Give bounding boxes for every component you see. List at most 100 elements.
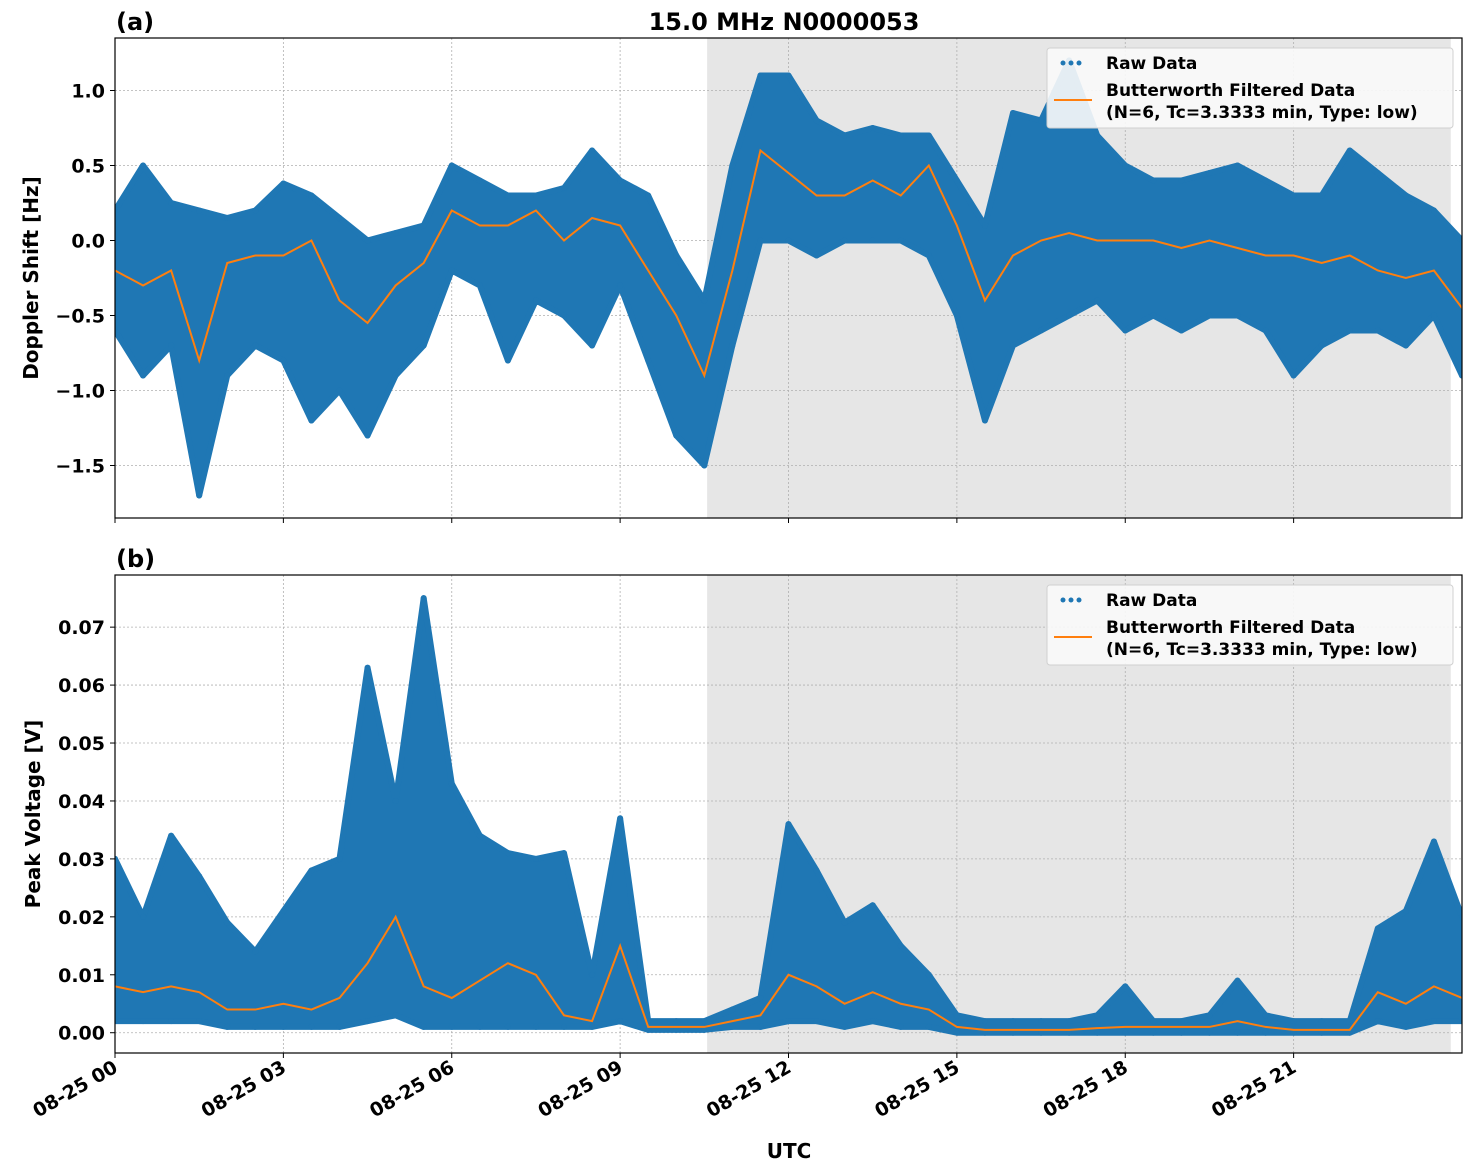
- raw-data-point: [504, 357, 511, 364]
- raw-data-point: [1150, 312, 1157, 319]
- raw-data-point: [168, 342, 175, 349]
- raw-data-point: [1178, 1018, 1185, 1025]
- raw-data-point: [785, 821, 792, 828]
- raw-data-point: [813, 252, 820, 259]
- raw-data-point: [869, 902, 876, 909]
- raw-data-point: [1262, 1029, 1269, 1036]
- legend-filtered-label: Butterworth Filtered Data: [1106, 81, 1355, 101]
- raw-data-point: [504, 850, 511, 857]
- x-tick-label: 08-25 21: [1208, 1056, 1300, 1122]
- panel-b: 0.00 0.01 0.02 0.03 0.04 0.05 0.06 0.07 08-25 00…: [29, 574, 1463, 1122]
- panel-label-a: (a): [116, 8, 154, 36]
- raw-data-point: [897, 942, 904, 949]
- legend-raw-marker: [1076, 60, 1082, 66]
- raw-data-point: [645, 192, 652, 199]
- raw-data-point: [1066, 312, 1073, 319]
- raw-data-band: [115, 595, 1462, 1036]
- raw-data-point: [1430, 1018, 1437, 1025]
- raw-data-point: [897, 132, 904, 139]
- raw-data-point: [476, 832, 483, 839]
- raw-data-point: [1290, 1018, 1297, 1025]
- raw-data-point: [1374, 925, 1381, 932]
- raw-data-point: [673, 252, 680, 259]
- raw-data-point: [1010, 1029, 1016, 1036]
- raw-data-point: [1038, 327, 1045, 334]
- raw-data-point: [869, 125, 876, 131]
- raw-data-point: [224, 1023, 231, 1030]
- legend-filtered-params: (N=6, Tc=3.3333 min, Type: low): [1106, 103, 1418, 123]
- raw-data-point: [115, 207, 118, 214]
- raw-data-point: [589, 342, 596, 349]
- raw-data-point: [701, 462, 708, 469]
- raw-data-point: [1206, 312, 1213, 319]
- x-axis-label: UTC: [767, 1139, 812, 1163]
- raw-data-point: [532, 855, 539, 862]
- raw-data-point: [224, 919, 231, 926]
- y-tick-label: 0.0: [71, 231, 105, 253]
- raw-data-band: [115, 57, 1462, 499]
- raw-data-point: [280, 1023, 287, 1030]
- raw-data-point: [364, 664, 371, 671]
- raw-data-point: [196, 873, 203, 880]
- raw-data-point: [1346, 1018, 1353, 1025]
- raw-data-point: [1206, 1029, 1213, 1036]
- raw-data-point: [1402, 908, 1409, 915]
- raw-data-point: [617, 177, 624, 184]
- filtered-data-line: [115, 914, 1462, 1031]
- filtered-data-line: [115, 148, 1462, 379]
- raw-data-point: [448, 267, 455, 274]
- legend-filtered-params: (N=6, Tc=3.3333 min, Type: low): [1106, 640, 1418, 660]
- raw-data-point: [1234, 977, 1241, 984]
- raw-data-point: [420, 342, 427, 349]
- raw-data-point: [224, 215, 231, 221]
- raw-data-point: [617, 1018, 624, 1025]
- panel-label-b: (b): [116, 545, 155, 573]
- raw-data-point: [1290, 1029, 1297, 1036]
- raw-data-point: [504, 1023, 511, 1030]
- raw-data-point: [897, 1023, 904, 1030]
- raw-data-point: [1318, 1029, 1325, 1036]
- raw-data-point: [729, 1006, 736, 1013]
- legend-box: [1046, 47, 1454, 129]
- raw-data-point: [1346, 147, 1353, 154]
- y-tick-label: −1.5: [55, 456, 105, 478]
- raw-data-point: [1374, 327, 1381, 334]
- raw-data-point: [476, 177, 483, 184]
- raw-data-point: [448, 162, 455, 169]
- legend-filtered-label: Butterworth Filtered Data: [1106, 618, 1355, 638]
- y-tick-label: 0.5: [71, 156, 105, 178]
- raw-data-point: [841, 237, 848, 244]
- raw-data-point: [1459, 913, 1462, 920]
- raw-data-point: [953, 1029, 960, 1036]
- legend: Raw Data Butterworth Filtered Data(N=6, T…: [1046, 47, 1454, 129]
- raw-data-point: [1122, 1029, 1129, 1036]
- y-tick-label: 0.02: [58, 907, 105, 929]
- raw-data-point: [981, 1029, 988, 1036]
- raw-data-point: [420, 595, 427, 602]
- raw-data-point: [925, 1023, 932, 1030]
- raw-data-point: [953, 312, 960, 319]
- raw-data-point: [673, 432, 680, 439]
- raw-data-point: [1150, 1029, 1157, 1036]
- raw-data-point: [1094, 1029, 1101, 1036]
- raw-data-point: [925, 252, 932, 259]
- legend-raw-label: Raw Data: [1106, 591, 1197, 611]
- raw-data-point: [701, 297, 708, 304]
- raw-data-point: [392, 1012, 399, 1019]
- raw-data-point: [252, 948, 259, 955]
- raw-data-point: [280, 908, 287, 915]
- raw-data-point: [196, 1018, 203, 1025]
- plot-area: [115, 595, 1462, 1036]
- raw-data-point: [757, 994, 764, 1001]
- raw-data-point: [813, 867, 820, 874]
- raw-data-point: [1290, 372, 1297, 379]
- raw-data-point: [336, 215, 343, 221]
- raw-data-point: [140, 1018, 147, 1025]
- raw-data-point: [729, 1023, 736, 1030]
- raw-data-point: [673, 1026, 680, 1033]
- raw-data-point: [308, 1023, 315, 1030]
- raw-data-point: [392, 230, 399, 236]
- legend-raw-label: Raw Data: [1106, 54, 1197, 74]
- y-tick-label: 0.07: [58, 617, 105, 639]
- raw-data-point: [785, 1018, 792, 1025]
